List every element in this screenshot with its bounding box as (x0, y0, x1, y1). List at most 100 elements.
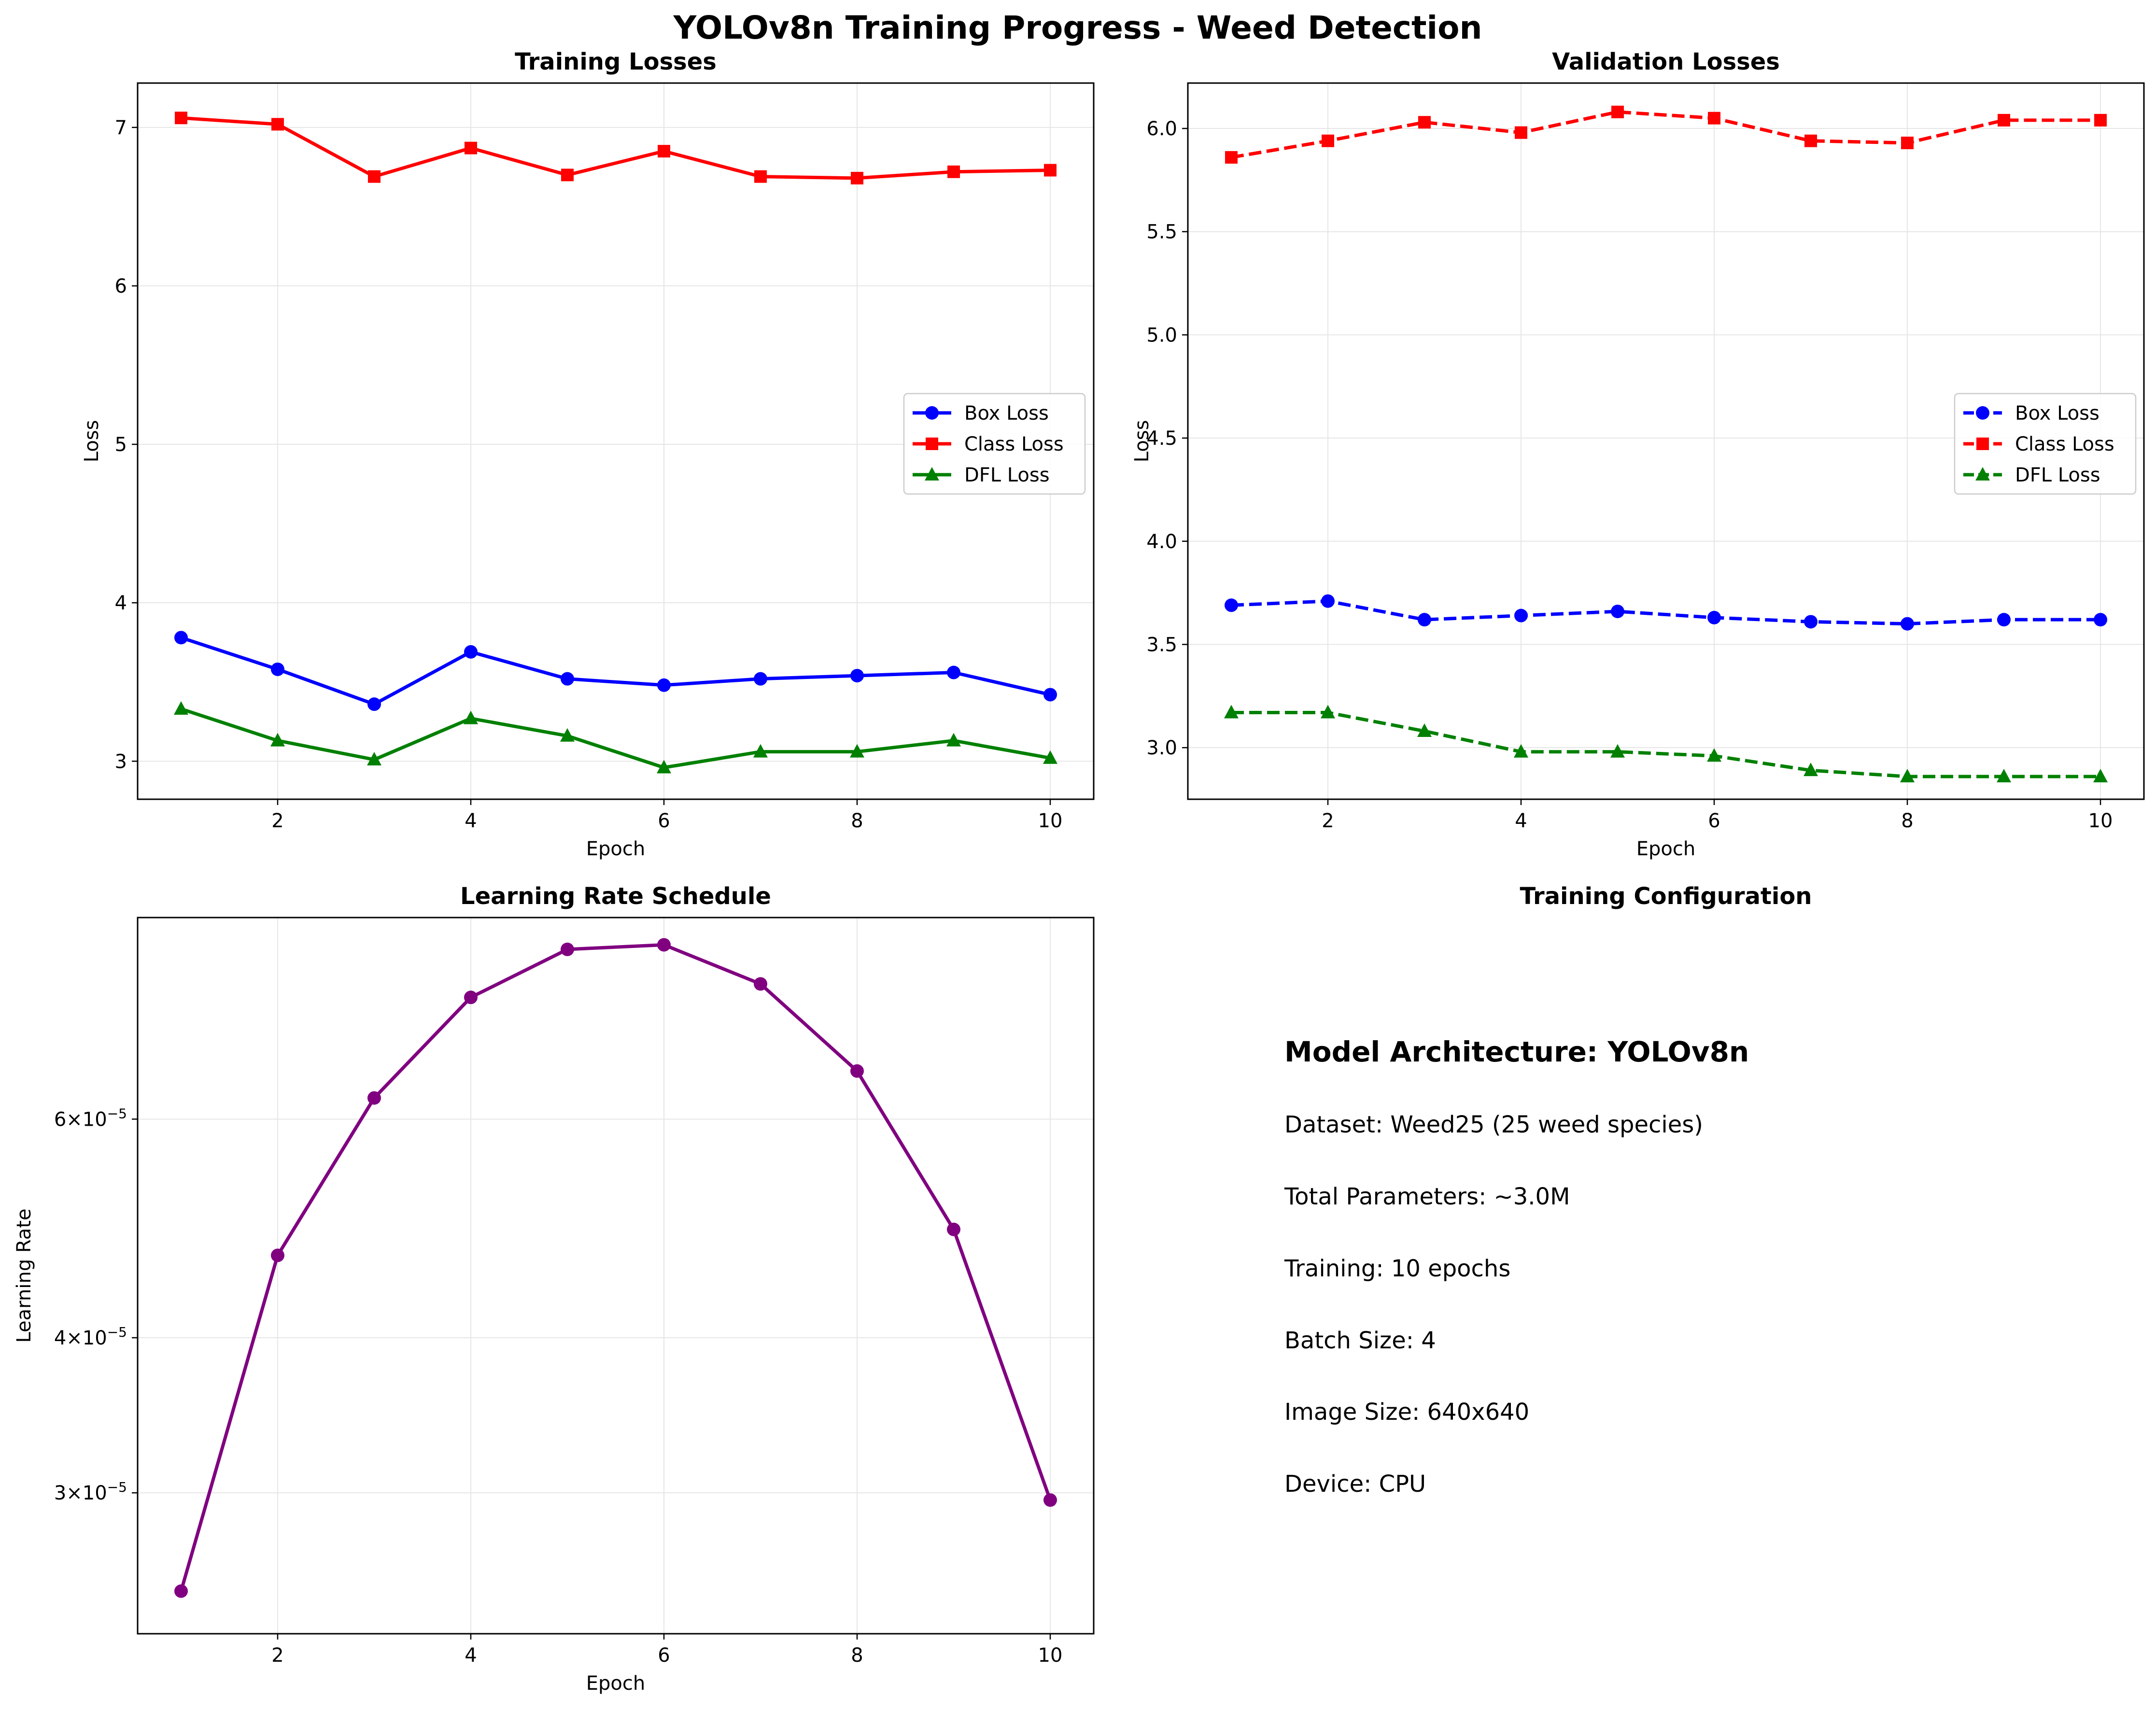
class-loss-point (851, 171, 863, 184)
learning-rate-point (561, 942, 574, 956)
config-line-image-size: Image Size: 640x640 (1284, 1399, 1529, 1426)
dfl-loss-point (657, 760, 671, 774)
box-loss-point (561, 672, 574, 686)
class-loss-point (947, 165, 960, 178)
dfl-loss-point (1707, 748, 1721, 762)
box-loss-point (1418, 613, 1431, 627)
x-tick-label: 4 (465, 1644, 477, 1667)
y-tick-label: 3.0 (1146, 737, 1177, 759)
dfl-loss-point (1804, 763, 1818, 777)
class-loss-point (465, 141, 477, 155)
box-loss-point (1997, 613, 2011, 627)
x-tick-label: 8 (851, 810, 863, 832)
legend-label-class-loss: Class Loss (964, 433, 1064, 455)
dfl-loss-point (1514, 744, 1528, 758)
legend-label-box-loss: Box Loss (2015, 402, 2100, 424)
dfl-loss-point (1610, 744, 1625, 758)
x-axis-label: Epoch (586, 838, 645, 860)
y-tick-label: 4.0 (1146, 531, 1177, 553)
config-line-dataset: Dataset: Weed25 (25 weed species) (1284, 1111, 1703, 1138)
y-tick-label: 3.5 (1146, 634, 1177, 656)
class-loss-point (1901, 136, 1914, 149)
x-tick-label: 2 (1322, 810, 1334, 832)
config-line-device: Device: CPU (1284, 1471, 1426, 1498)
learning-rate-chart: Learning Rate Schedule 2 4 6 8 10 6×10−5 4×10−5… (13, 883, 1095, 1695)
box-loss-line (180, 636, 1051, 706)
legend-marker (1975, 467, 1990, 481)
box-loss-point (271, 662, 284, 676)
class-loss-point (368, 170, 380, 183)
learning-rate-point (464, 990, 478, 1004)
y-tick-label: 3×10−5 (54, 1479, 127, 1504)
box-loss-point (947, 665, 960, 679)
learning-rate-point (657, 938, 671, 952)
config-line-batch-size: Batch Size: 4 (1284, 1327, 1436, 1354)
box-loss-point (1804, 615, 1818, 629)
class-loss-point (1418, 116, 1431, 129)
x-tick-label: 10 (1038, 1644, 1063, 1667)
x-tick-label: 8 (851, 1644, 863, 1667)
y-tick-label: 5.5 (1146, 221, 1177, 243)
class-loss-point (1998, 113, 2010, 127)
learning-rate-point (367, 1091, 381, 1105)
x-tick-label: 4 (465, 810, 477, 832)
y-axis-label: Learning Rate (13, 1208, 35, 1343)
class-loss-line (181, 116, 1051, 180)
legend-label-dfl-loss: DFL Loss (2015, 464, 2100, 486)
legend-marker (1976, 406, 1989, 420)
box-loss-point (657, 678, 671, 692)
x-tick-label: 6 (658, 1644, 670, 1667)
class-loss-point (2094, 113, 2107, 127)
y-tick-label: 3 (115, 750, 127, 773)
class-loss-point (1225, 151, 1238, 164)
dfl-loss-point (1321, 705, 1335, 719)
x-tick-label: 10 (1038, 810, 1063, 832)
plot-frame (137, 917, 1095, 1635)
config-panel-title: Training Configuration (1520, 883, 1812, 910)
box-loss-point (367, 697, 381, 711)
learning-rate-point (754, 977, 767, 991)
dfl-loss-point (1997, 768, 2011, 782)
dfl-loss-point (1043, 750, 1057, 764)
y-tick-label: 4 (115, 592, 127, 614)
dfl-loss-point (1417, 723, 1432, 737)
y-tick-label: 6.0 (1146, 118, 1177, 140)
y-axis-label: Loss (81, 420, 103, 463)
box-loss-point (1707, 610, 1721, 624)
dfl-loss-point (174, 701, 188, 715)
x-tick-label: 2 (271, 1644, 283, 1667)
x-tick-label: 10 (2088, 810, 2113, 832)
dfl-loss-point (2093, 768, 2108, 782)
learning-rate-point (1043, 1493, 1057, 1507)
dfl-loss-line (1231, 711, 2100, 778)
x-tick-label: 8 (1901, 810, 1913, 832)
training-configuration-panel: Training Configuration Model Architectur… (1284, 883, 1812, 1498)
legend-box (903, 393, 1086, 495)
chart-title: Validation Losses (1552, 48, 1780, 75)
class-loss-line (1231, 110, 2100, 159)
legend-marker (1976, 438, 1989, 450)
dfl-loss-point (850, 744, 864, 758)
dfl-loss-point (946, 733, 961, 747)
box-loss-point (1901, 617, 1914, 631)
box-loss-point (850, 669, 864, 683)
x-tick-label: 2 (271, 810, 283, 832)
chart-title: Training Losses (515, 48, 717, 75)
class-loss-point (1804, 134, 1817, 147)
training-losses-chart: Training Losses 2 4 6 8 10 3 4 5 6 7 Epoch Loss Box L… (81, 48, 1095, 860)
class-loss-point (1515, 126, 1527, 139)
config-line-parameters: Total Parameters: ~3.0M (1284, 1183, 1570, 1210)
legend-label-box-loss: Box Loss (964, 402, 1049, 424)
box-loss-point (1321, 594, 1335, 608)
chart-title: Learning Rate Schedule (460, 883, 771, 910)
y-tick-label: 4.5 (1146, 427, 1177, 450)
learning-rate-point (850, 1064, 864, 1078)
class-loss-point (1044, 164, 1057, 177)
learning-rate-line (179, 943, 1052, 1592)
box-loss-point (1043, 688, 1057, 702)
validation-losses-chart: Validation Losses 2 4 6 8 10 3.0 3.5 4.0 4.5 5.0 5.… (1131, 48, 2145, 860)
y-tick-label: 5 (115, 434, 127, 456)
class-loss-point (754, 170, 767, 183)
learning-rate-point (947, 1222, 960, 1236)
